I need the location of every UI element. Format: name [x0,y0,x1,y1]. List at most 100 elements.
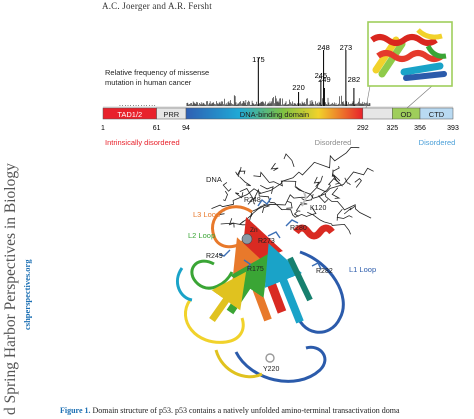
figure-caption-text: Domain structure of p53. p53 contains a … [90,406,400,415]
hotspot-label-220: 220 [292,83,305,92]
dna-base [223,190,228,202]
residue-tick-292: 292 [357,125,369,132]
domain-label-ctd: CTD [429,110,445,119]
label-y220: Y220 [263,366,279,373]
side-chain-r249 [218,249,231,257]
dna-base [333,174,343,187]
dna-base [336,215,353,219]
dna-base [235,169,241,178]
domain-linker [362,107,393,120]
label-zn: Zn [250,227,258,234]
dna-base [228,218,235,228]
side-chain-r280 [285,219,299,227]
residue-ticks: 1 61 94 292 325 356 393 [101,125,459,132]
histogram-label-line1: Relative frequency of missense [105,68,209,77]
hotspot-label-249: 249 [318,75,331,84]
hotspot-label-273: 273 [340,43,353,52]
dna-base [344,177,351,186]
od-tetramer-cartoon [370,28,447,81]
oligomerization-domain-inset [365,21,453,109]
figure-1: Relative frequency of missense mutation … [101,21,459,383]
figure-caption: Figure 1. Domain structure of p53. p53 c… [60,406,474,415]
residue-tick-356: 356 [414,125,426,132]
p53-dbd-structure [176,191,345,383]
dna-base [293,210,301,217]
beta-strand-cyan [264,243,304,324]
label-k120: K120 [310,205,326,212]
dna-base [283,153,295,168]
dna-base [313,176,320,188]
dna-model [211,146,374,237]
residue-tick-325: 325 [386,125,398,132]
label-r280: R280 [290,225,307,232]
hotspot-labels: 175 220 245 248 249 273 282 [252,43,360,92]
dna-base [301,193,314,202]
region-label-intrinsically-disordered: Intrinsically disordered [105,138,180,147]
label-r248: R248 [244,197,261,204]
dna-base [262,203,271,213]
dna-backbone [253,171,372,219]
dna-base [343,205,356,215]
running-header-authors: A.C. Joerger and A.R. Fersht [102,1,212,11]
label-r249: R249 [206,253,223,260]
dna-base [295,202,308,212]
beta-strand-yellow [209,271,247,323]
dna-base [222,182,232,192]
domain-label-od: OD [400,110,412,119]
dna-base [295,186,303,192]
dna-backbone [239,187,351,235]
dna-base [332,169,338,182]
dna-base [270,162,279,171]
side-chain-r282 [311,262,322,270]
dna-base [247,197,256,205]
dna-base [320,183,331,196]
dna-base [251,205,265,217]
dna-base [336,209,343,221]
dna-base [239,176,251,187]
histogram-label-line2: mutation in human cancer [105,78,192,87]
beta-strand-teal [287,256,313,302]
hotspot-label-245: 245 [315,71,328,80]
dna-base [307,207,317,215]
region-label-disordered-ctd: Disordered [419,138,456,147]
label-r282: R282 [316,268,333,275]
zinc-atom [241,233,253,245]
side-chain-r248 [257,197,272,207]
dna-base [331,187,341,199]
structure-labels: DNA L3 Loop L2 Loop L1 Loop Zn R248 K120… [188,175,376,373]
label-r273: R273 [258,238,275,245]
residue-tick-61: 61 [153,125,161,132]
dna-base [316,175,323,188]
hotspot-label-282: 282 [348,75,361,84]
dna-base [286,201,293,209]
figure-caption-label: Figure 1. [60,406,91,415]
domain-label-dbd: DNA-binding domain [240,110,309,119]
l1-loop-coil [294,250,345,334]
coil-gold [214,349,263,379]
residue-tick-94: 94 [182,125,190,132]
domain-bar: TAD1/2 PRR DNA-binding domain OD CTD [102,107,454,120]
coil-yellow [183,299,245,344]
region-label-disordered-linker: Disordered [315,138,352,147]
domain-label-prr: PRR [163,110,179,119]
dna-base [239,166,246,175]
coil-blue-bottom [234,345,327,383]
label-l1-loop: L1 Loop [349,265,376,274]
domain-ctd [419,107,454,120]
l2-loop-coil [190,259,234,290]
dna-base [235,192,244,199]
side-chain-y220 [265,353,275,363]
side-chain-r273 [267,231,281,239]
label-r175: R175 [247,266,264,273]
residue-tick-393: 393 [447,125,459,132]
coil-cyan [176,267,193,302]
label-dna: DNA [206,175,222,184]
label-l3-loop: L3 Loop [193,210,220,219]
mutation-histogram [103,50,453,108]
helix-h2 [293,224,335,240]
dna-base [260,184,274,194]
side-chain-r175 [243,259,251,271]
residue-tick-1: 1 [101,125,105,132]
label-l2-loop: L2 Loop [188,231,215,240]
hotspot-label-248: 248 [317,43,330,52]
